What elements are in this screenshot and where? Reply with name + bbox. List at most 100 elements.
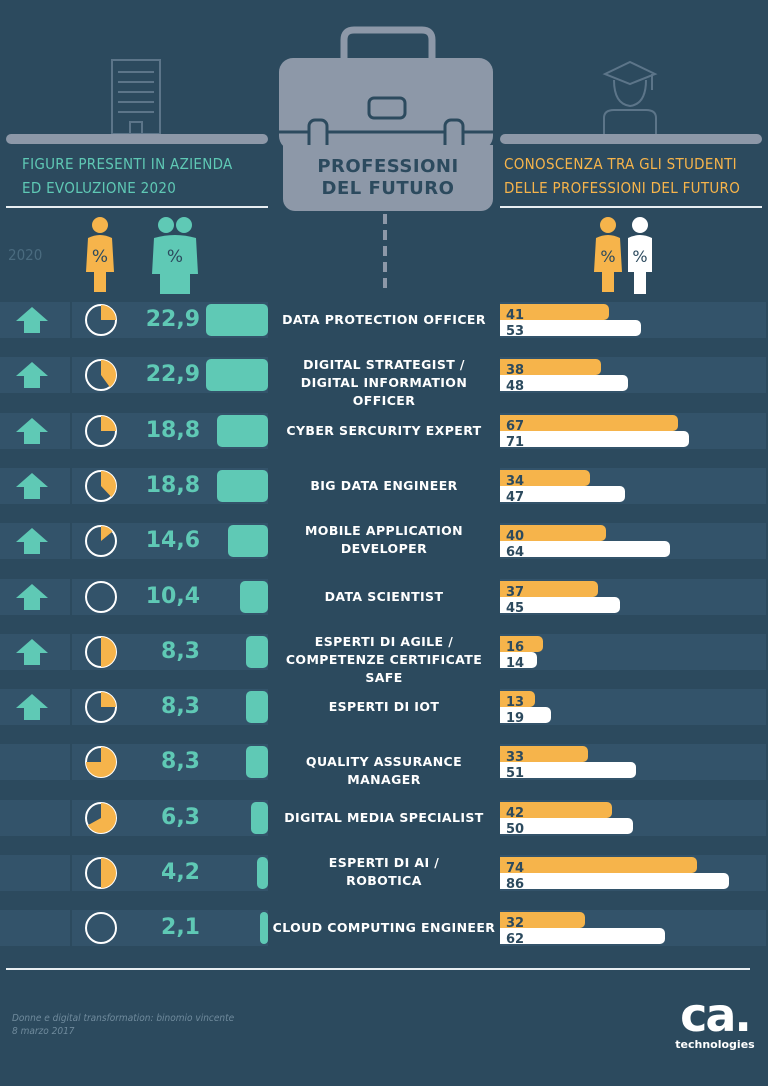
source-note: Donne e digital transformation: binomio … bbox=[12, 1012, 234, 1038]
male-students-value: 19 bbox=[506, 711, 525, 726]
year-label: 2020 bbox=[8, 246, 43, 264]
profession-label-line: COMPETENZE CERTIFICATE SAFE bbox=[285, 652, 483, 685]
right-gender-icons: % % bbox=[594, 217, 652, 294]
left-title-line1: FIGURE PRESENTI IN AZIENDA bbox=[22, 155, 233, 173]
total-percent-label: 8,3 bbox=[161, 694, 200, 719]
female-students-bar: 67 bbox=[500, 415, 678, 434]
female-share-pie bbox=[70, 413, 132, 449]
female-students-bar: 38 bbox=[500, 359, 601, 378]
column-divider bbox=[70, 468, 72, 504]
total-bar bbox=[206, 304, 268, 336]
female-students-value: 32 bbox=[506, 916, 525, 931]
footer-divider bbox=[6, 968, 750, 970]
female-share-pie bbox=[70, 468, 132, 504]
total-percent-label: 18,8 bbox=[145, 473, 200, 498]
male-students-value: 50 bbox=[506, 822, 525, 837]
profession-label-line: DIGITAL STRATEGIST / bbox=[303, 357, 465, 372]
female-students-bar: 33 bbox=[500, 746, 588, 765]
up-arrow-icon bbox=[16, 639, 48, 665]
office-building-icon bbox=[111, 59, 161, 135]
male-students-bar: 64 bbox=[500, 541, 670, 560]
profession-label-line: ESPERTI DI AGILE / bbox=[314, 634, 454, 649]
total-percent-label: 4,2 bbox=[161, 860, 200, 885]
profession-label-line: ESPERTI DI IOT bbox=[328, 699, 440, 714]
male-students-bar: 19 bbox=[500, 707, 551, 726]
total-bar bbox=[228, 525, 268, 557]
total-percent-label: 8,3 bbox=[161, 749, 200, 774]
pie-chart-icon bbox=[85, 359, 117, 391]
right-title-line1: CONOSCENZA TRA GLI STUDENTI bbox=[504, 155, 737, 173]
pie-chart-icon bbox=[85, 304, 117, 336]
column-divider bbox=[70, 302, 72, 338]
profession-label: DIGITAL STRATEGIST / DIGITAL INFORMATION … bbox=[272, 356, 496, 410]
growth-cell bbox=[6, 413, 58, 449]
left-title-line2: ED EVOLUZIONE 2020 bbox=[22, 179, 177, 197]
pie-chart-icon bbox=[85, 746, 117, 778]
female-share-pie bbox=[70, 579, 132, 615]
pie-chart-icon bbox=[85, 691, 117, 723]
profession-label-line: DEVELOPER bbox=[340, 541, 428, 556]
profession-label-line: ROBOTICA bbox=[346, 873, 422, 888]
total-bar bbox=[257, 857, 268, 889]
column-divider bbox=[70, 523, 72, 559]
up-arrow-icon bbox=[16, 307, 48, 333]
woman-icon: % bbox=[86, 217, 114, 292]
table-row-bg bbox=[0, 855, 268, 891]
up-arrow-icon bbox=[16, 584, 48, 610]
male-students-value: 47 bbox=[506, 490, 525, 505]
female-students-bar: 74 bbox=[500, 857, 697, 876]
female-share-pie bbox=[70, 855, 132, 891]
male-students-bar: 47 bbox=[500, 486, 625, 505]
page-title-line1: PROFESSIONI bbox=[317, 156, 459, 177]
column-divider bbox=[70, 579, 72, 615]
female-share-pie bbox=[70, 800, 132, 836]
male-students-value: 51 bbox=[506, 766, 525, 781]
male-students-bar: 51 bbox=[500, 762, 636, 781]
female-students-bar: 37 bbox=[500, 581, 598, 600]
profession-label-line: MOBILE APPLICATION bbox=[304, 523, 464, 538]
growth-cell bbox=[6, 689, 58, 725]
column-divider bbox=[70, 413, 72, 449]
female-students-bar: 13 bbox=[500, 691, 535, 710]
male-students-value: 64 bbox=[506, 545, 525, 560]
growth-cell bbox=[6, 855, 58, 891]
left-section-title: FIGURE PRESENTI IN AZIENDA ED EVOLUZIONE… bbox=[22, 152, 262, 200]
total-percent-label: 2,1 bbox=[161, 915, 200, 940]
briefcase-icon bbox=[279, 26, 493, 150]
total-bar bbox=[251, 802, 268, 834]
source-line1: Donne e digital transformation: binomio … bbox=[12, 1013, 235, 1024]
profession-label: CLOUD COMPUTING ENGINEER bbox=[272, 919, 496, 937]
pie-chart-icon bbox=[85, 802, 117, 834]
male-students-bar: 14 bbox=[500, 652, 537, 671]
female-students-bar: 41 bbox=[500, 304, 609, 323]
left-title-divider bbox=[6, 206, 268, 208]
female-share-pie bbox=[70, 910, 132, 946]
page-title-line2: DEL FUTURO bbox=[321, 178, 455, 199]
source-date: 8 marzo 2017 bbox=[12, 1026, 75, 1037]
up-arrow-icon bbox=[16, 473, 48, 499]
pie-chart-icon bbox=[85, 636, 117, 668]
female-students-bar: 40 bbox=[500, 525, 606, 544]
profession-label-line: DIGITAL INFORMATION OFFICER bbox=[300, 375, 468, 408]
pie-chart-icon bbox=[85, 415, 117, 447]
total-bar bbox=[246, 691, 268, 723]
male-students-value: 14 bbox=[506, 656, 525, 671]
female-students-value: 33 bbox=[506, 750, 525, 765]
total-percent-label: 22,9 bbox=[145, 307, 200, 332]
column-divider bbox=[70, 800, 72, 836]
header-icons bbox=[111, 26, 658, 150]
female-students-value: 41 bbox=[506, 308, 525, 323]
female-students-bar: 34 bbox=[500, 470, 590, 489]
total-bar bbox=[206, 359, 268, 391]
female-pct-label: % bbox=[600, 247, 615, 266]
male-students-bar: 48 bbox=[500, 375, 628, 394]
up-arrow-icon bbox=[16, 528, 48, 554]
growth-cell bbox=[6, 302, 58, 338]
female-students-bar: 32 bbox=[500, 912, 585, 931]
growth-cell bbox=[6, 744, 58, 780]
growth-cell bbox=[6, 910, 58, 946]
total-percent-label: 18,8 bbox=[145, 418, 200, 443]
total-bar bbox=[246, 636, 268, 668]
ca-technologies-logo: ca. technologies bbox=[670, 992, 760, 1051]
female-students-value: 37 bbox=[506, 585, 525, 600]
